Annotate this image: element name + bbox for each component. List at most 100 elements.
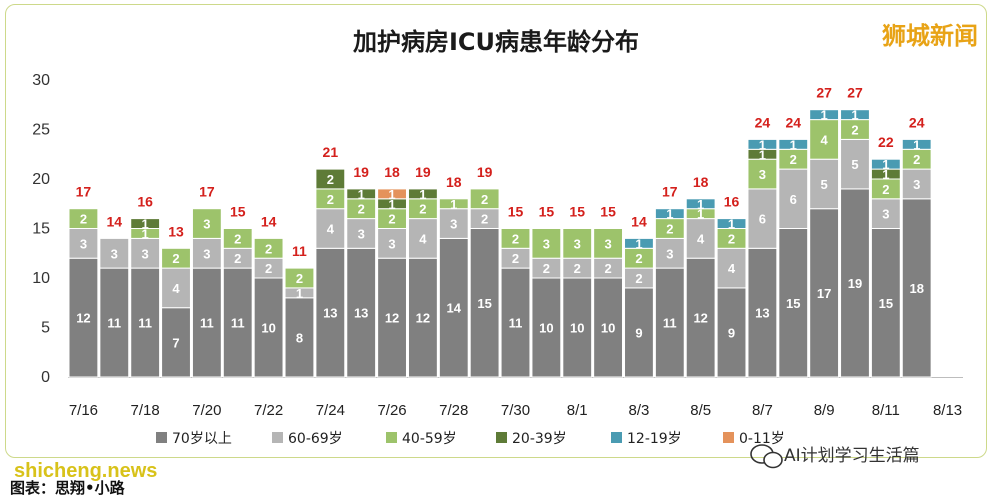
bar-segment (407, 188, 438, 200)
bar-segment (747, 188, 778, 249)
segment-value-label: 1 (882, 157, 889, 172)
segment-value-label: 2 (574, 261, 581, 276)
segment-value-label: 2 (666, 222, 673, 237)
bar-segment (778, 228, 809, 378)
segment-value-label: 2 (635, 271, 642, 286)
bar-segment (716, 247, 747, 289)
segment-value-label: 2 (481, 192, 488, 207)
segment-value-label: 1 (821, 108, 828, 123)
segment-value-label: 4 (327, 222, 335, 237)
segment-value-label: 2 (419, 202, 426, 217)
total-value-label: 15 (508, 204, 524, 220)
bar-segment (315, 247, 346, 378)
bar-segment (99, 237, 130, 269)
segment-value-label: 11 (200, 316, 214, 331)
legend-entry: 40-59岁 (402, 431, 457, 447)
segment-value-label: 10 (261, 321, 275, 336)
segment-value-label: 1 (142, 226, 149, 241)
bars: 1232171131411311167421311331711221510221… (68, 85, 932, 378)
segment-value-label: 10 (539, 321, 553, 336)
bar-segment (778, 168, 809, 230)
legend-swatch (386, 432, 397, 443)
segment-value-label: 13 (354, 306, 368, 321)
bar-segment (870, 198, 901, 230)
segment-value-label: 3 (388, 236, 395, 251)
segment-value-label: 9 (635, 325, 642, 340)
segment-value-label: 2 (604, 261, 611, 276)
bar-segment (407, 257, 438, 378)
bar-segment (68, 208, 99, 229)
segment-value-label: 2 (388, 212, 395, 227)
total-value-label: 21 (323, 144, 339, 160)
segment-value-label: 3 (203, 246, 210, 261)
bar-segment (778, 138, 809, 150)
bar-segment (593, 277, 624, 378)
bar-segment (747, 158, 778, 190)
total-value-label: 13 (168, 223, 184, 239)
total-value-label: 18 (446, 174, 462, 190)
bar-segment (685, 218, 716, 259)
total-value-label: 17 (76, 184, 92, 200)
x-tick-label: 7/16 (69, 402, 98, 419)
segment-value-label: 1 (388, 197, 395, 212)
segment-value-label: 2 (913, 152, 920, 167)
x-tick-label: 8/11 (872, 402, 900, 419)
legend-entry: 0-11岁 (739, 431, 785, 447)
bar-segment (654, 267, 685, 378)
brand-logo: 狮城新闻 (882, 22, 978, 50)
bar-segment (438, 198, 469, 210)
segment-value-label: 1 (697, 197, 704, 212)
bar-segment (840, 188, 870, 378)
segment-value-label: 2 (358, 202, 365, 217)
segment-value-label: 15 (879, 296, 893, 311)
segment-value-label: 6 (759, 212, 766, 227)
bar-segment (624, 237, 654, 249)
segment-value-label: 1 (697, 207, 704, 222)
segment-value-label: 17 (817, 286, 831, 301)
segment-value-label: 11 (231, 316, 245, 331)
y-tick-label: 15 (32, 221, 50, 238)
legend-swatch (611, 432, 622, 443)
segment-value-label: 18 (909, 281, 923, 296)
total-value-label: 24 (755, 114, 771, 130)
y-tick-label: 5 (41, 320, 50, 337)
segment-value-label: 12 (693, 311, 707, 326)
total-value-label: 16 (724, 194, 740, 210)
segment-value-label: 3 (574, 236, 581, 251)
segment-value-label: 2 (172, 251, 179, 266)
segment-value-label: 4 (728, 261, 736, 276)
segment-value-label: 9 (728, 325, 735, 340)
segment-value-label: 2 (512, 231, 519, 246)
x-tick-label: 8/1 (567, 402, 588, 419)
segment-value-label: 1 (666, 207, 673, 222)
bar-segment (346, 188, 377, 200)
segment-value-label: 1 (790, 137, 797, 152)
bar-segment (809, 158, 840, 210)
x-tick-label: 7/24 (316, 402, 345, 419)
segment-value-label: 1 (419, 187, 426, 202)
segment-value-label: 8 (296, 330, 303, 345)
total-value-label: 24 (785, 114, 801, 130)
segment-value-label: 2 (728, 231, 735, 246)
site-watermark: shicheng.news (14, 460, 157, 482)
segment-value-label: 1 (450, 197, 457, 212)
segment-value-label: 1 (358, 187, 365, 202)
bar-segment (562, 228, 593, 259)
segment-value-label: 13 (755, 306, 769, 321)
wechat-watermark: AI计划学习生活篇 (750, 444, 920, 469)
bar-segment (747, 138, 778, 150)
segment-value-label: 10 (570, 321, 584, 336)
bar-segment (654, 208, 685, 220)
segment-value-label: 2 (265, 261, 272, 276)
segment-value-label: 2 (327, 192, 334, 207)
segment-value-label: 3 (358, 226, 365, 241)
wechat-account-name: AI计划学习生活篇 (784, 446, 920, 466)
bar-segment (593, 228, 624, 259)
bar-segment (716, 218, 747, 230)
segment-value-label: 4 (697, 231, 705, 246)
segment-value-label: 4 (172, 281, 180, 296)
bar-segment (716, 287, 747, 378)
segment-value-label: 3 (666, 246, 673, 261)
segment-value-label: 3 (80, 236, 87, 251)
